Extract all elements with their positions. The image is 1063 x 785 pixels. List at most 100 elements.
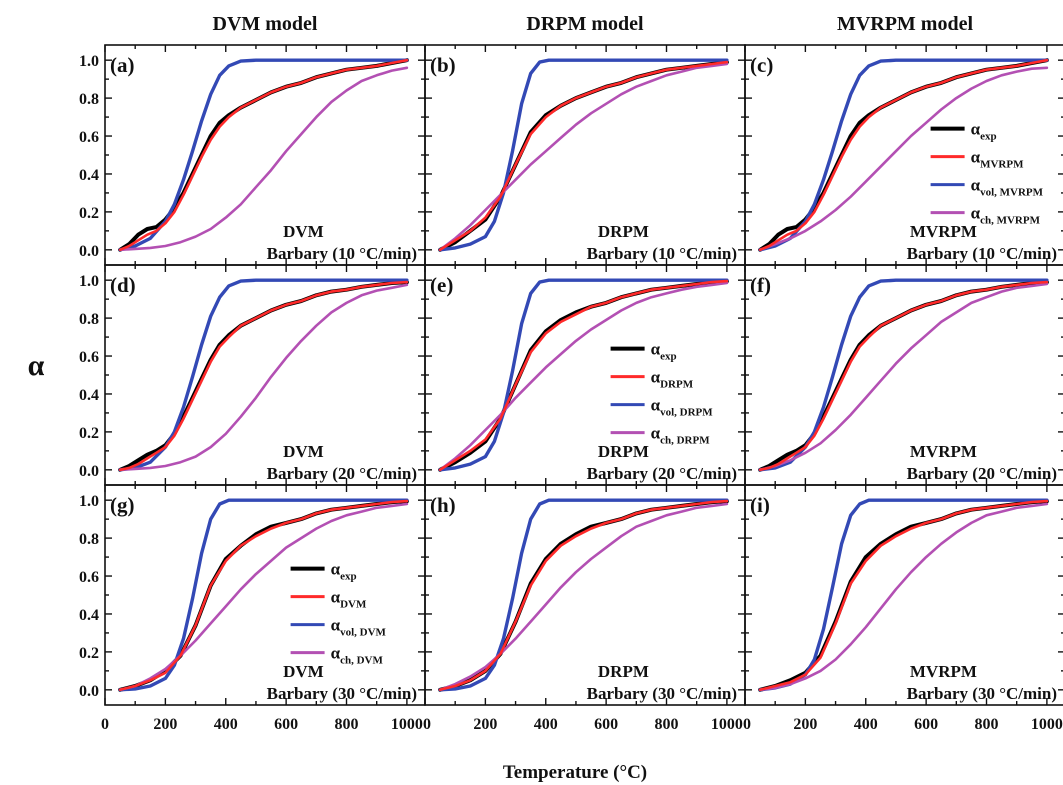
y-tick-label: 0.6 <box>79 129 99 146</box>
series-line-model <box>118 280 409 472</box>
x-tick-label: 800 <box>975 716 999 733</box>
x-tick-label: 200 <box>793 716 817 733</box>
series-line-vol <box>438 498 729 692</box>
series-line-vol <box>118 278 409 472</box>
model-annotation: DRPM <box>598 442 649 461</box>
series-group <box>118 278 409 472</box>
x-tick-label: 600 <box>274 716 298 733</box>
panel-frame <box>744 484 1063 706</box>
y-tick-label: 0.6 <box>79 349 99 366</box>
y-tick-label: 0.2 <box>79 205 99 222</box>
series-line-vol <box>118 498 409 692</box>
series-line-exp <box>118 58 409 252</box>
series-line-vol <box>758 58 1049 252</box>
y-tick-label: 1.0 <box>79 53 99 70</box>
panel-frame <box>424 44 746 266</box>
y-tick-label: 0.4 <box>79 607 99 624</box>
series-line-ch <box>118 502 409 692</box>
model-annotation: DRPM <box>598 222 649 241</box>
x-tick-label: 0 <box>743 716 751 733</box>
series-line-model <box>438 60 729 252</box>
panel-frame <box>104 484 426 706</box>
legend-label-exp: αexp <box>651 340 677 363</box>
x-tick-label: 400 <box>854 716 878 733</box>
legend-label-model: αMVRPM <box>971 148 1024 171</box>
legend-label-ch: αch, DVM <box>331 644 384 667</box>
series-line-model <box>758 58 1049 252</box>
x-tick-label: 0 <box>101 716 109 733</box>
condition-annotation: Barbary (20 °C/min) <box>587 464 737 483</box>
series-line-ch <box>438 502 729 692</box>
y-tick-label: 0.4 <box>79 387 99 404</box>
x-tick-label: 400 <box>214 716 238 733</box>
panels-grid: 0.0 0.2 0.4 0.6 0.8 1.0 (a) DVM Barbary (10 °C/m… <box>79 44 1063 733</box>
model-annotation: MVRPM <box>910 662 977 681</box>
x-tick-label: 200 <box>473 716 497 733</box>
y-tick-label: 0.8 <box>79 531 99 548</box>
condition-annotation: Barbary (10 °C/min) <box>267 244 417 263</box>
model-annotation: MVRPM <box>910 442 977 461</box>
y-tick-label: 0.2 <box>79 425 99 442</box>
panel-e: (e) DRPM Barbary (20 °C/min) αexp αDRPM αvol,… <box>424 264 746 486</box>
series-line-model <box>758 499 1049 692</box>
x-tick-label: 600 <box>594 716 618 733</box>
legend-label-model: αDVM <box>331 588 367 611</box>
condition-annotation: Barbary (10 °C/min) <box>587 244 737 263</box>
legend-label-model: αDRPM <box>651 368 694 391</box>
panel-label: (f) <box>750 273 771 297</box>
panel-g: 0.0 0.2 0.4 0.6 0.8 1.0 0 200 400 600 800 1000 (g) DV… <box>79 484 426 733</box>
panel-frame <box>424 484 746 706</box>
panel-label: (b) <box>430 53 456 77</box>
series-group <box>758 278 1049 472</box>
series-line-vol <box>438 278 729 472</box>
y-tick-label: 0.4 <box>79 167 99 184</box>
x-tick-label: 800 <box>655 716 679 733</box>
condition-annotation: Barbary (20 °C/min) <box>267 464 417 483</box>
series-line-vol <box>438 58 729 252</box>
x-tick-label: 800 <box>335 716 359 733</box>
series-line-ch <box>118 66 409 252</box>
series-line-ch <box>438 62 729 252</box>
y-tick-label: 0.0 <box>79 243 99 260</box>
model-annotation: DVM <box>283 222 324 241</box>
panel-label: (g) <box>110 493 135 517</box>
series-group <box>438 498 729 692</box>
y-tick-label: 1.0 <box>79 493 99 510</box>
series-line-exp <box>758 499 1049 692</box>
series-line-vol <box>758 278 1049 472</box>
legend-label-exp: αexp <box>971 120 997 143</box>
panel-c: (c) MVRPM Barbary (10 °C/min) αexp αMVRPM αvo… <box>744 44 1063 266</box>
x-tick-label: 0 <box>423 716 431 733</box>
panel-label: (a) <box>110 53 135 77</box>
series-line-exp <box>438 499 729 692</box>
y-tick-label: 1.0 <box>79 273 99 290</box>
series-line-exp <box>118 280 409 472</box>
series-line-ch <box>758 282 1049 472</box>
panel-a: 0.0 0.2 0.4 0.6 0.8 1.0 (a) DVM Barbary (10 °C/m… <box>79 44 426 266</box>
model-annotation: MVRPM <box>910 222 977 241</box>
legend-label-vol: αvol, MVRPM <box>971 176 1044 199</box>
column-title-3: MVRPM model <box>837 13 974 35</box>
panel-b: (b) DRPM Barbary (10 °C/min) <box>424 44 746 266</box>
legend-label-vol: αvol, DRPM <box>651 396 714 419</box>
y-tick-label: 0.0 <box>79 683 99 700</box>
series-line-ch <box>758 66 1049 252</box>
condition-annotation: Barbary (30 °C/min) <box>907 684 1057 703</box>
column-title-2: DRPM model <box>526 13 644 35</box>
legend-label-ch: αch, MVRPM <box>971 204 1041 227</box>
series-line-model <box>438 279 729 472</box>
series-group <box>438 278 729 472</box>
series-line-ch <box>438 281 729 472</box>
series-line-ch <box>118 283 409 472</box>
model-annotation: DRPM <box>598 662 649 681</box>
y-tick-label: 0.8 <box>79 311 99 328</box>
series-line-vol <box>118 58 409 252</box>
panel-label: (c) <box>750 53 773 77</box>
model-annotation: DVM <box>283 662 324 681</box>
panel-label: (d) <box>110 273 136 297</box>
x-tick-label: 200 <box>153 716 177 733</box>
series-line-exp <box>758 280 1049 472</box>
panel-d: 0.0 0.2 0.4 0.6 0.8 1.0 (d) DVM Barbary (20 °C/m… <box>79 264 426 486</box>
series-line-model <box>438 499 729 692</box>
panel-f: (f) MVRPM Barbary (20 °C/min) <box>744 264 1063 486</box>
